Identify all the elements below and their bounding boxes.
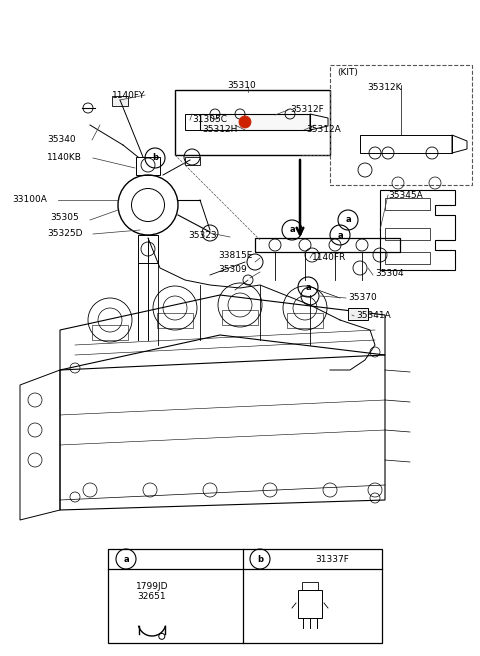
Bar <box>298 590 322 618</box>
Text: 35312K: 35312K <box>367 83 401 92</box>
Bar <box>200 114 310 130</box>
Text: 35345A: 35345A <box>388 190 423 199</box>
Bar <box>138 235 158 263</box>
Bar <box>222 310 258 325</box>
Text: 1140KB: 1140KB <box>47 154 82 163</box>
Bar <box>157 313 193 328</box>
Text: 35340: 35340 <box>47 136 76 144</box>
Circle shape <box>239 116 251 128</box>
Text: 35305: 35305 <box>50 213 79 222</box>
Bar <box>302 582 318 590</box>
Text: (KIT): (KIT) <box>337 68 358 77</box>
Text: 31305C: 31305C <box>192 115 227 125</box>
Text: a: a <box>123 554 129 564</box>
Bar <box>385 228 430 240</box>
Text: 35310: 35310 <box>228 81 256 89</box>
Text: 35341A: 35341A <box>356 312 391 321</box>
Bar <box>385 198 430 210</box>
Bar <box>287 313 323 328</box>
Bar <box>185 157 200 165</box>
Bar <box>385 252 430 264</box>
Text: b: b <box>257 554 263 564</box>
Text: a: a <box>305 283 311 291</box>
Bar <box>112 96 128 106</box>
Text: 33100A: 33100A <box>12 195 47 205</box>
Text: 35370: 35370 <box>348 293 377 302</box>
Bar <box>108 549 382 643</box>
Bar <box>185 114 200 130</box>
Text: b: b <box>152 154 158 163</box>
Text: 35312F: 35312F <box>290 106 324 115</box>
Bar <box>136 157 160 175</box>
Text: 35304: 35304 <box>375 268 404 277</box>
Text: 35309: 35309 <box>218 266 247 274</box>
Text: 1799JD
32651: 1799JD 32651 <box>136 582 168 602</box>
Bar <box>330 65 472 185</box>
Bar <box>360 135 452 153</box>
Text: a: a <box>289 226 295 234</box>
Text: 33815E: 33815E <box>218 251 252 260</box>
Text: a: a <box>337 230 343 239</box>
Text: 35312H: 35312H <box>202 125 238 134</box>
Bar <box>92 325 128 340</box>
Text: 1140FR: 1140FR <box>312 253 346 262</box>
Text: 1140FY: 1140FY <box>112 91 145 100</box>
Bar <box>255 238 400 252</box>
Bar <box>348 308 368 320</box>
Text: 35312A: 35312A <box>306 125 341 134</box>
Text: 35323: 35323 <box>188 230 216 239</box>
Text: 31337F: 31337F <box>315 554 349 564</box>
Text: 35325D: 35325D <box>47 230 83 239</box>
Text: a: a <box>345 216 351 224</box>
Bar <box>175 90 330 155</box>
